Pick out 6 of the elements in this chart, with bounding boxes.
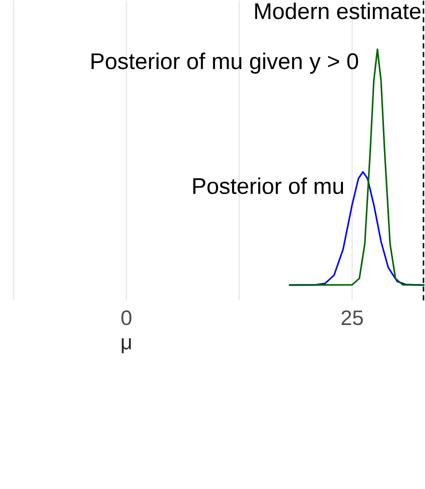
series-label: Posterior of mu given y > 0 [91,52,358,74]
ref-line-label: Modern estimate [255,2,420,20]
x-tick-label: 0 [121,310,132,326]
x-axis-title: μ [122,338,131,354]
series-label: Posterior of mu [193,177,343,194]
x-tick-label: 25 [341,310,363,326]
